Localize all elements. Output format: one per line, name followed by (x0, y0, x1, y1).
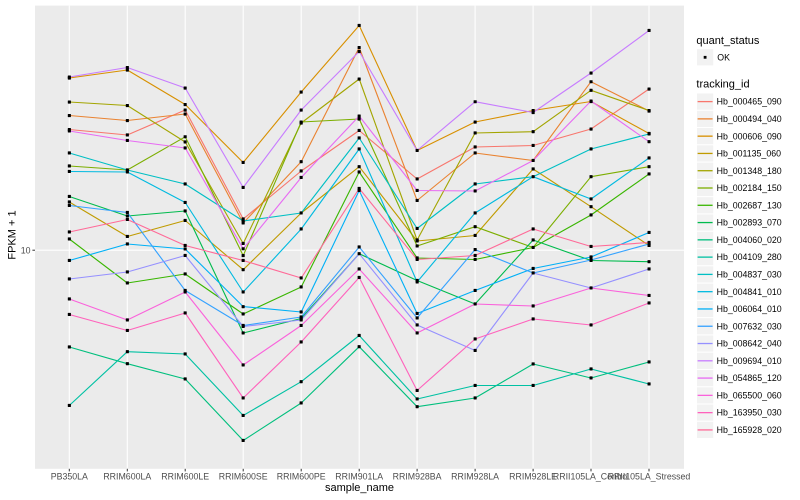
svg-text:Hb_006064_010: Hb_006064_010 (717, 304, 782, 314)
svg-text:RRII105LA_Control: RRII105LA_Control (553, 472, 629, 482)
svg-text:RRIM600SE: RRIM600SE (219, 472, 268, 482)
svg-text:Hb_002184_150: Hb_002184_150 (717, 183, 782, 193)
svg-text:Hb_000494_040: Hb_000494_040 (717, 114, 782, 124)
svg-text:sample_name: sample_name (325, 482, 394, 494)
svg-text:Hb_002687_130: Hb_002687_130 (717, 200, 782, 210)
svg-text:Hb_001348_180: Hb_001348_180 (717, 166, 782, 176)
svg-text:OK: OK (717, 52, 730, 62)
svg-text:RRIM600LE: RRIM600LE (161, 472, 209, 482)
svg-text:Hb_163950_030: Hb_163950_030 (717, 408, 782, 418)
svg-text:tracking_id: tracking_id (696, 79, 749, 91)
svg-text:Hb_000606_090: Hb_000606_090 (717, 131, 782, 141)
svg-text:RRIM600PE: RRIM600PE (277, 472, 326, 482)
svg-text:quant_status: quant_status (696, 35, 759, 47)
svg-text:Hb_004109_280: Hb_004109_280 (717, 252, 782, 262)
svg-text:Hb_165928_020: Hb_165928_020 (717, 425, 782, 435)
svg-text:RRIM600LA: RRIM600LA (103, 472, 151, 482)
svg-text:Hb_004060_020: Hb_004060_020 (717, 235, 782, 245)
svg-text:Hb_065500_060: Hb_065500_060 (717, 390, 782, 400)
svg-text:PB350LA: PB350LA (51, 472, 88, 482)
svg-text:Hb_000465_090: Hb_000465_090 (717, 97, 782, 107)
svg-text:10: 10 (21, 245, 31, 255)
svg-text:RRIM928LE: RRIM928LE (509, 472, 557, 482)
svg-text:Hb_001135_060: Hb_001135_060 (717, 149, 782, 159)
svg-text:FPKM + 1: FPKM + 1 (7, 210, 19, 259)
svg-text:Hb_004837_030: Hb_004837_030 (717, 270, 782, 280)
svg-text:RRIM928BA: RRIM928BA (393, 472, 442, 482)
svg-text:RRIM928LA: RRIM928LA (451, 472, 499, 482)
svg-text:RRII105LA_Stressed: RRII105LA_Stressed (608, 472, 691, 482)
svg-text:Hb_009694_010: Hb_009694_010 (717, 356, 782, 366)
svg-text:RRIM901LA: RRIM901LA (335, 472, 383, 482)
svg-text:Hb_004841_010: Hb_004841_010 (717, 287, 782, 297)
svg-text:Hb_007632_030: Hb_007632_030 (717, 321, 782, 331)
svg-text:Hb_008642_040: Hb_008642_040 (717, 339, 782, 349)
svg-text:Hb_054865_120: Hb_054865_120 (717, 373, 782, 383)
svg-text:Hb_002893_070: Hb_002893_070 (717, 218, 782, 228)
